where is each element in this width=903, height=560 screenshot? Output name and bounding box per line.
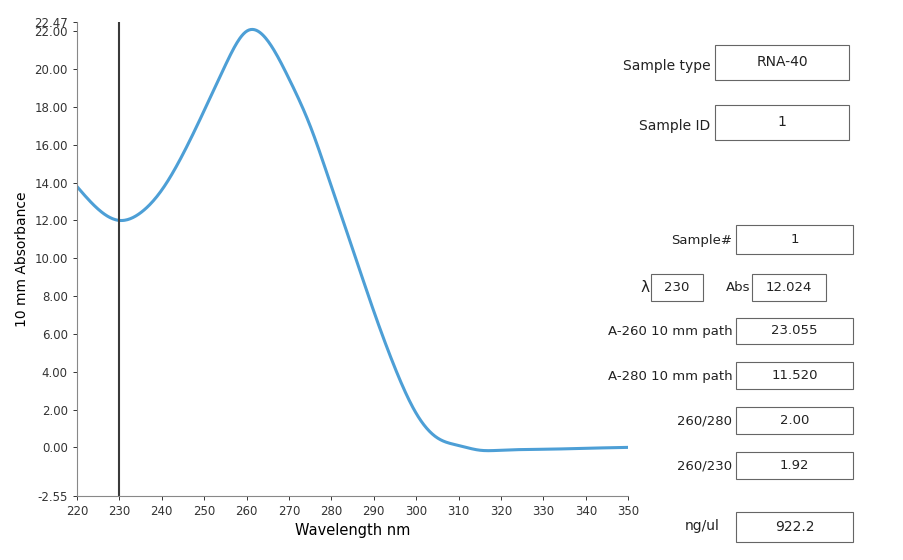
Text: ng/ul: ng/ul [684, 520, 720, 533]
Text: A-280 10 mm path: A-280 10 mm path [607, 370, 731, 383]
Text: A-260 10 mm path: A-260 10 mm path [607, 325, 731, 338]
Text: 260/230: 260/230 [676, 459, 731, 473]
Y-axis label: 10 mm Absorbance: 10 mm Absorbance [14, 192, 29, 326]
Text: 2.00: 2.00 [779, 414, 808, 427]
Text: 12.024: 12.024 [765, 281, 812, 294]
Text: 230: 230 [664, 281, 689, 294]
Text: RNA-40: RNA-40 [755, 55, 807, 69]
Text: 1: 1 [777, 115, 786, 129]
Text: 1: 1 [789, 232, 798, 246]
Text: Sample type: Sample type [622, 59, 710, 73]
Text: 922.2: 922.2 [774, 520, 814, 534]
Text: 11.520: 11.520 [770, 369, 817, 382]
Text: 260/280: 260/280 [676, 414, 731, 428]
X-axis label: Wavelength nm: Wavelength nm [294, 523, 410, 538]
Text: Abs: Abs [725, 281, 749, 294]
Text: λ: λ [639, 280, 648, 295]
Text: Sample#: Sample# [671, 234, 731, 248]
Text: 23.055: 23.055 [770, 324, 817, 338]
Text: Sample ID: Sample ID [638, 119, 710, 133]
Text: 1.92: 1.92 [779, 459, 808, 472]
